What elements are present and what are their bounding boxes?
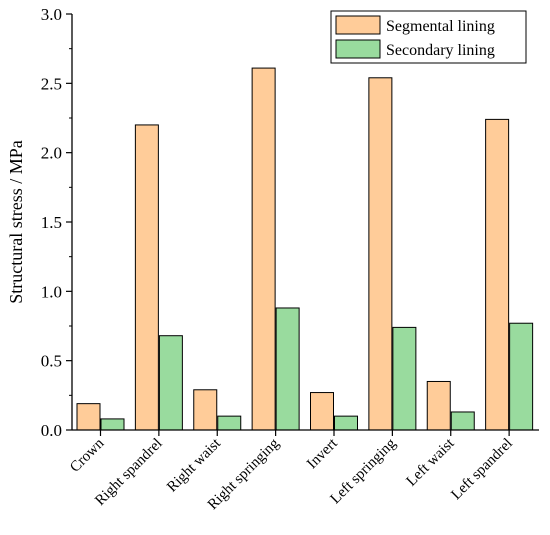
bar-secondary-left-spandrel (509, 322, 534, 431)
x-category-label: Right waist (164, 435, 225, 496)
legend-label-secondary: Secondary lining (386, 42, 495, 59)
bar-segmental-crown (76, 403, 101, 431)
y-tick-label: 0.0 (41, 421, 62, 440)
bar-secondary-right-spandrel (158, 335, 183, 431)
legend-swatch-segmental (335, 15, 381, 35)
legend-swatch-secondary (335, 39, 381, 59)
y-tick-label: 1.0 (41, 282, 62, 301)
bar-secondary-invert (334, 415, 358, 431)
y-tick-label: 3.0 (41, 5, 62, 24)
bar-secondary-right-waist (217, 415, 242, 431)
bar-segmental-right-waist (193, 389, 218, 431)
bar-segmental-left-springing (368, 77, 393, 431)
bar-segmental-right-springing (251, 67, 276, 431)
x-category-label: Left waist (404, 435, 459, 490)
x-category-label: Left spandrel (448, 436, 516, 504)
bar-segmental-left-spandrel (485, 118, 510, 431)
y-tick-label: 1.5 (41, 213, 62, 232)
bar-segmental-invert (310, 392, 334, 431)
bar-secondary-right-springing (275, 307, 300, 431)
legend: Segmental lining Secondary lining (330, 10, 527, 64)
y-tick-label: 2.0 (41, 144, 62, 163)
x-category-label: Crown (67, 435, 108, 476)
bar-segmental-right-spandrel (134, 124, 159, 431)
bar-secondary-left-springing (392, 326, 417, 431)
bar-secondary-left-waist (450, 411, 475, 431)
bar-secondary-crown (100, 418, 125, 431)
legend-label-segmental: Segmental lining (386, 18, 495, 35)
bar-segmental-left-waist (426, 380, 451, 431)
y-axis-title: Structural stress / MPa (6, 140, 26, 304)
y-tick-label: 2.5 (41, 74, 62, 93)
y-tick-label: 0.5 (41, 352, 62, 371)
x-category-label: Invert (304, 435, 341, 472)
